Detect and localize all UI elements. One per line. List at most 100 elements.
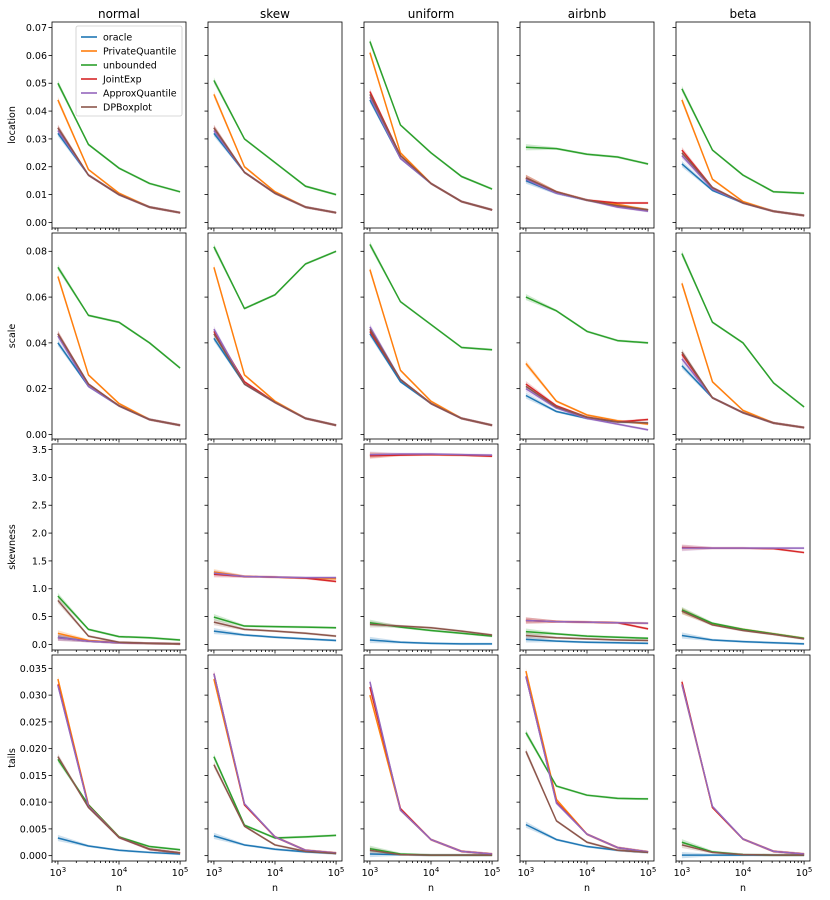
series-line-unbounded — [57, 266, 181, 369]
confidence-band-oracle — [681, 632, 805, 646]
series-line-oracle — [213, 337, 337, 426]
y-tick-label: 0.000 — [20, 851, 47, 862]
x-tick-base: 10 — [362, 868, 374, 879]
confidence-band-PrivateQuantile — [213, 675, 337, 855]
x-tick-label: 105 — [172, 866, 189, 879]
panel-location-airbnb — [516, 21, 655, 232]
x-tick-base: 10 — [267, 868, 279, 879]
panel-location-normal: 0.00 0.01 0.02 0.03 0.04 0.05 0.06 0.07 — [26, 21, 187, 232]
y-tick-label: 2.5 — [32, 501, 47, 512]
series-line-ApproxQuantile — [213, 572, 337, 579]
column-title-airbnb: airbnb — [568, 7, 606, 21]
series-line-ApproxQuantile — [369, 453, 493, 456]
series-line-ApproxQuantile — [525, 388, 649, 431]
legend-label-PrivateQuantile: PrivateQuantile — [103, 46, 176, 57]
x-tick-label: 105 — [796, 866, 813, 879]
confidence-band-PrivateQuantile — [57, 675, 181, 855]
confidence-band-ApproxQuantile — [525, 385, 649, 432]
series-line-ApproxQuantile — [525, 619, 649, 625]
confidence-band-PrivateQuantile — [525, 174, 649, 212]
series-line-PrivateQuantile — [681, 610, 805, 640]
confidence-band-oracle — [369, 636, 493, 646]
panel-frame — [363, 232, 499, 440]
panel-frame — [51, 232, 187, 440]
panel-tails-normal: 0.000 0.005 0.010 0.015 0.020 0.025 0.030 0.035… — [20, 654, 189, 894]
y-tick-label: 0.02 — [26, 162, 47, 173]
series-line-ApproxQuantile — [213, 328, 337, 426]
panel-scale-beta — [672, 232, 811, 443]
y-tick-label: 0.020 — [20, 744, 47, 755]
confidence-band-ApproxQuantile — [57, 682, 181, 855]
confidence-band-oracle — [213, 130, 337, 214]
series-line-DPBoxplot — [681, 351, 805, 429]
x-tick-exponent: 4 — [279, 866, 284, 874]
x-tick-label: 103 — [674, 866, 691, 879]
confidence-band-JointExp — [681, 678, 805, 856]
series-line-oracle — [213, 630, 337, 642]
series-line-DPBoxplot — [525, 385, 649, 424]
panel-scale-normal: 0.00 0.02 0.04 0.06 0.08 — [26, 232, 187, 443]
series-line-PrivateQuantile — [525, 670, 649, 853]
legend-label-JointExp: JointExp — [102, 74, 142, 85]
x-tick-exponent: 5 — [496, 866, 500, 874]
panel-scale-skew — [204, 232, 343, 443]
x-tick-exponent: 4 — [123, 866, 128, 874]
confidence-band-JointExp — [213, 328, 337, 427]
legend-label-unbounded: unbounded — [103, 60, 157, 71]
series-line-unbounded — [213, 616, 337, 629]
panel-frame — [519, 232, 655, 440]
series-line-unbounded — [681, 88, 805, 194]
confidence-band-ApproxQuantile — [57, 332, 181, 427]
x-tick-exponent: 5 — [184, 866, 188, 874]
y-tick-label: 0.06 — [26, 51, 47, 62]
panel-location-beta — [672, 21, 811, 232]
series-line-oracle — [681, 365, 805, 429]
series-line-DPBoxplot — [525, 751, 649, 854]
confidence-band-PrivateQuantile — [681, 280, 805, 429]
panel-scale-airbnb — [516, 232, 655, 443]
y-tick-label: 2.0 — [32, 528, 47, 539]
series-line-unbounded — [681, 609, 805, 640]
series-line-DPBoxplot — [369, 623, 493, 636]
series-line-JointExp — [369, 91, 493, 211]
y-tick-label: 0.005 — [20, 824, 47, 835]
series-line-JointExp — [369, 331, 493, 426]
series-line-oracle — [57, 342, 181, 427]
column-title-skew: skew — [260, 7, 290, 21]
confidence-band-DPBoxplot — [681, 348, 805, 429]
confidence-band-PrivateQuantile — [369, 692, 493, 856]
x-tick-exponent: 3 — [530, 866, 534, 874]
y-axis-label-location: location — [7, 106, 18, 144]
confidence-band-DPBoxplot — [213, 330, 337, 427]
panel-frame — [675, 232, 811, 440]
y-tick-label: 1.5 — [32, 556, 47, 567]
series-line-ApproxQuantile — [369, 326, 493, 426]
confidence-band-JointExp — [213, 670, 337, 855]
series-line-DPBoxplot — [213, 764, 337, 855]
y-tick-label: 1.0 — [32, 584, 47, 595]
legend-box — [75, 25, 183, 117]
y-axis-label-scale: scale — [7, 324, 18, 349]
panel-skewness-beta — [672, 443, 811, 654]
y-tick-label: 0.04 — [26, 106, 47, 117]
legend-label-ApproxQuantile: ApproxQuantile — [103, 88, 177, 99]
confidence-band-PrivateQuantile — [525, 667, 649, 854]
y-tick-label: 3.0 — [32, 473, 47, 484]
x-tick-exponent: 5 — [652, 866, 656, 874]
x-tick-base: 10 — [484, 868, 496, 879]
confidence-band-unbounded — [369, 241, 493, 351]
x-tick-label: 105 — [484, 866, 501, 879]
x-tick-label: 104 — [267, 866, 284, 879]
series-line-PrivateQuantile — [369, 694, 493, 855]
series-line-oracle — [213, 132, 337, 214]
confidence-band-JointExp — [57, 634, 181, 646]
series-line-PrivateQuantile — [525, 177, 649, 211]
x-axis-label: n — [740, 883, 746, 894]
series-line-JointExp — [57, 684, 181, 854]
series-line-JointExp — [369, 686, 493, 855]
series-line-ApproxQuantile — [213, 673, 337, 854]
y-tick-label: 0.06 — [26, 292, 47, 303]
series-line-unbounded — [525, 630, 649, 640]
column-title-uniform: uniform — [408, 7, 455, 21]
